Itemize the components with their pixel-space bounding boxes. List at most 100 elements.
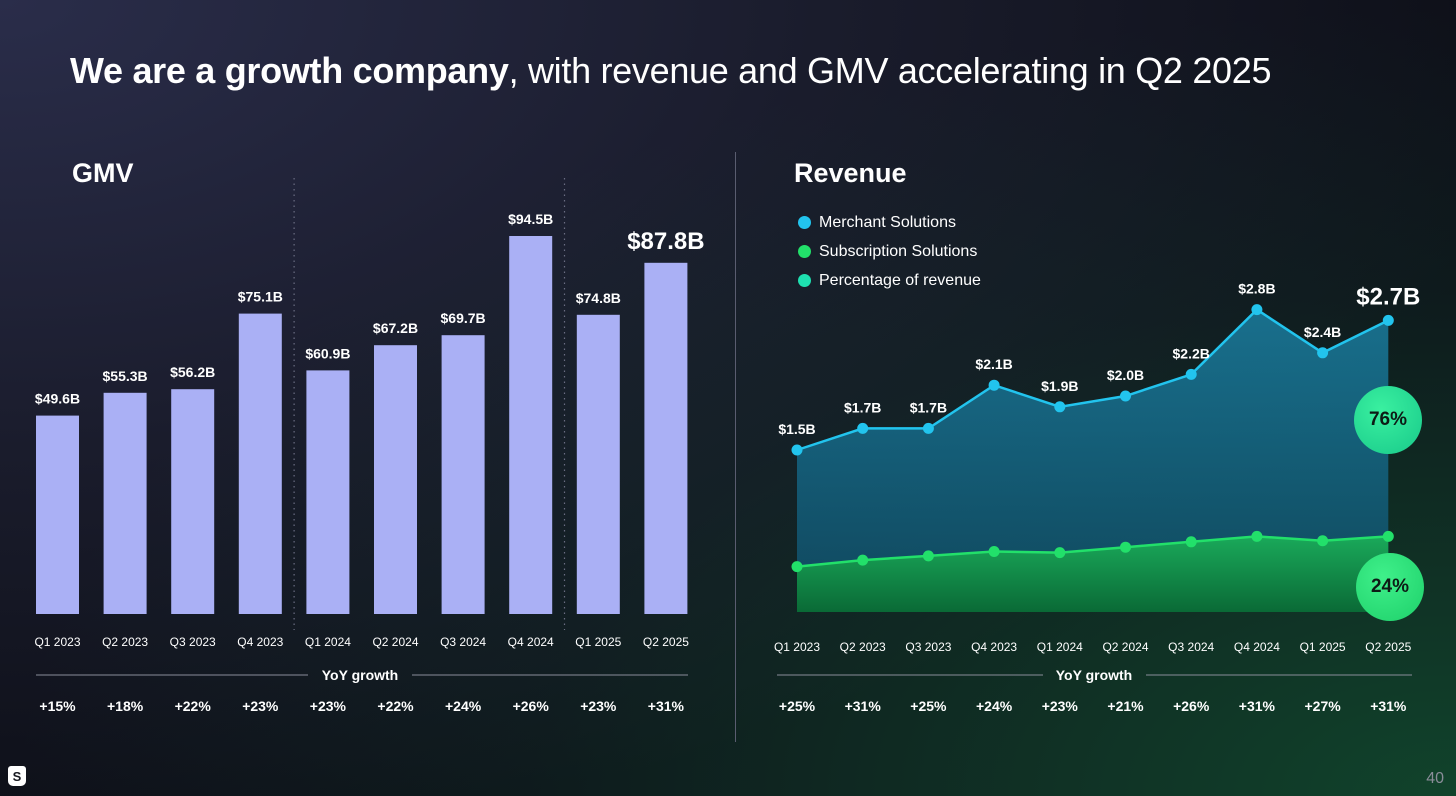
gmv-data-label: $69.7B <box>441 310 486 326</box>
merchant-data-label: $2.4B <box>1304 324 1341 340</box>
legend-dot-percentage <box>798 274 811 287</box>
merchant-data-label: $1.7B <box>844 399 881 415</box>
revenue-yoy-value: +21% <box>1107 698 1144 714</box>
gmv-data-label: $94.5B <box>508 211 553 227</box>
gmv-bar <box>103 392 147 614</box>
revenue-yoy-value: +31% <box>845 698 882 714</box>
merchant-data-label: $1.5B <box>778 421 815 437</box>
subscription-point <box>791 561 803 573</box>
subscription-point <box>1251 530 1263 542</box>
legend-dot-merchant <box>798 216 811 229</box>
merchant-point <box>1317 347 1329 359</box>
revenue-tick-label: Q1 2024 <box>1037 640 1083 654</box>
gmv-bar <box>509 236 553 614</box>
legend-item-subscription: Subscription Solutions <box>798 237 981 266</box>
gmv-data-label: $67.2B <box>373 320 418 336</box>
merchant-point <box>857 422 869 434</box>
gmv-yoy-value: +31% <box>648 698 685 714</box>
gmv-tick-label: Q1 2025 <box>575 635 621 649</box>
merchant-point <box>1120 390 1131 402</box>
subscription-point <box>988 546 1000 558</box>
revenue-tick-label: Q3 2024 <box>1168 640 1214 654</box>
revenue-tick-label: Q3 2023 <box>905 640 951 654</box>
revenue-tick-label: Q2 2025 <box>1365 640 1411 654</box>
merchant-point <box>1054 401 1066 413</box>
merchant-data-label: $1.9B <box>1041 378 1078 394</box>
gmv-bar <box>36 415 79 614</box>
shopify-logo-icon: S <box>8 766 26 786</box>
revenue-tick-label: Q4 2023 <box>971 640 1017 654</box>
gmv-tick-label: Q3 2023 <box>170 635 216 649</box>
merchant-point <box>1382 314 1394 326</box>
gmv-tick-label: Q1 2024 <box>305 635 351 649</box>
merchant-percentage-badge: 76% <box>1354 386 1422 454</box>
legend-item-merchant: Merchant Solutions <box>798 208 981 237</box>
merchant-data-label: $2.8B <box>1238 281 1275 297</box>
subscription-point <box>1185 536 1197 548</box>
gmv-chart: $49.6B Q1 2023 +15% $55.3B Q2 2023 +18% $56.2B… <box>34 178 704 714</box>
merchant-point <box>988 379 1000 391</box>
gmv-tick-label: Q2 2025 <box>643 635 689 649</box>
gmv-bar <box>441 335 485 614</box>
legend-item-percentage: Percentage of revenue <box>798 266 981 295</box>
page-title: We are a growth company, with revenue an… <box>70 50 1272 92</box>
merchant-data-label: $2.2B <box>1173 345 1210 361</box>
revenue-yoy-value: +26% <box>1173 698 1210 714</box>
merchant-data-label: $2.1B <box>975 356 1012 372</box>
gmv-yoy-value: +24% <box>445 698 482 714</box>
gmv-yoy-label: YoY growth <box>322 667 398 683</box>
gmv-bar <box>238 313 282 614</box>
gmv-data-label: $49.6B <box>35 391 80 407</box>
revenue-yoy-value: +24% <box>976 698 1013 714</box>
subscription-point <box>1054 547 1066 559</box>
subscription-point <box>1120 541 1131 553</box>
merchant-data-label: $2.7B <box>1356 283 1420 310</box>
gmv-yoy-value: +23% <box>242 698 279 714</box>
subscription-point <box>1382 530 1394 542</box>
gmv-tick-label: Q4 2023 <box>237 635 283 649</box>
gmv-tick-label: Q2 2024 <box>372 635 418 649</box>
revenue-tick-label: Q2 2023 <box>840 640 886 654</box>
merchant-point <box>1185 368 1197 380</box>
gmv-data-label: $56.2B <box>170 364 215 380</box>
revenue-yoy-value: +25% <box>910 698 947 714</box>
merchant-data-label: $2.0B <box>1107 367 1144 383</box>
merchant-point <box>791 444 803 456</box>
section-divider <box>735 152 736 742</box>
revenue-yoy-value: +23% <box>1042 698 1079 714</box>
subscription-point <box>857 554 869 566</box>
gmv-yoy-value: +23% <box>580 698 617 714</box>
gmv-data-label: $75.1B <box>238 289 283 305</box>
merchant-data-label: $1.7B <box>910 399 947 415</box>
revenue-yoy-value: +27% <box>1304 698 1341 714</box>
revenue-yoy-value: +31% <box>1239 698 1276 714</box>
gmv-tick-label: Q1 2023 <box>34 635 80 649</box>
revenue-tick-label: Q2 2024 <box>1102 640 1148 654</box>
gmv-bar <box>306 370 350 614</box>
revenue-title: Revenue <box>794 158 907 188</box>
gmv-yoy-value: +22% <box>377 698 414 714</box>
title-bold: We are a growth company <box>70 50 509 91</box>
revenue-legend: Merchant Solutions Subscription Solution… <box>798 208 981 295</box>
gmv-data-label: $55.3B <box>103 368 148 384</box>
page-number: 40 <box>1426 770 1444 787</box>
title-rest: , with revenue and GMV accelerating in Q… <box>508 50 1272 91</box>
revenue-tick-label: Q1 2023 <box>774 640 820 654</box>
merchant-point <box>1251 304 1263 316</box>
gmv-data-label: $60.9B <box>305 345 350 361</box>
gmv-tick-label: Q4 2024 <box>508 635 554 649</box>
legend-label-merchant: Merchant Solutions <box>819 213 956 231</box>
merchant-line <box>796 308 1389 452</box>
legend-dot-subscription <box>798 245 811 258</box>
gmv-data-label: $87.8B <box>627 228 704 255</box>
merchant-area <box>797 309 1389 612</box>
gmv-yoy-value: +15% <box>39 698 76 714</box>
legend-label-subscription: Subscription Solutions <box>819 242 978 260</box>
revenue-yoy-label: YoY growth <box>1056 667 1132 683</box>
revenue-yoy-value: +31% <box>1370 698 1407 714</box>
legend-label-percentage: Percentage of revenue <box>819 271 981 289</box>
gmv-yoy-value: +18% <box>107 698 144 714</box>
gmv-bar <box>644 262 688 614</box>
revenue-tick-label: Q4 2024 <box>1234 640 1280 654</box>
